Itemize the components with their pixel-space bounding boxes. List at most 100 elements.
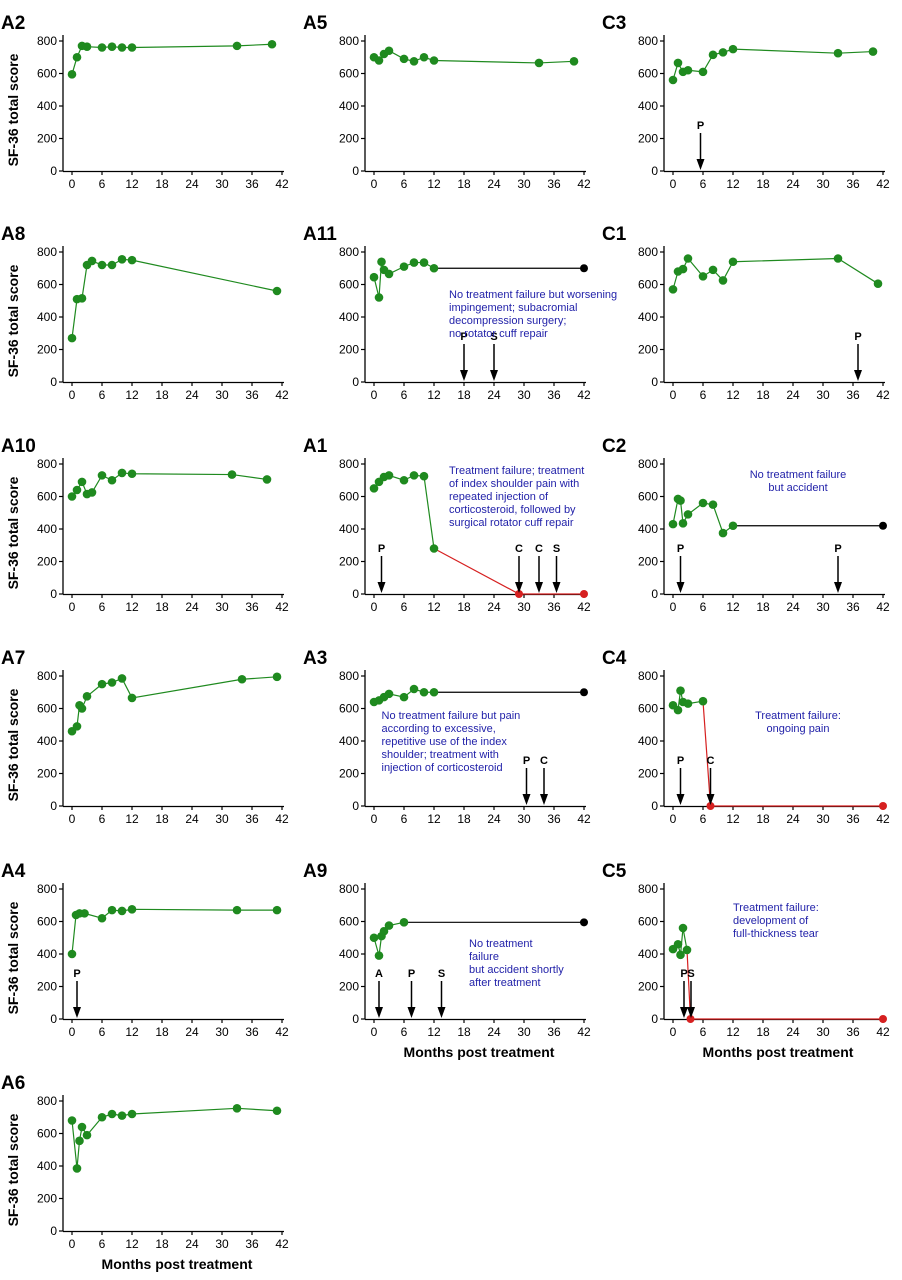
data-point: [77, 704, 87, 713]
event-arrow-head: [834, 582, 842, 593]
data-point: [673, 939, 683, 949]
y-tick-label: 200: [638, 767, 658, 781]
y-tick-label: 800: [339, 245, 359, 259]
tail-end-point: [879, 802, 887, 810]
data-point: [676, 496, 685, 505]
panel-label: C4: [602, 648, 627, 669]
event-arrow-head: [552, 582, 561, 593]
panel-a3: A3 0 200 400 600 800 0 6 12 18 24 30 36 42 P C No treatm…: [303, 648, 591, 826]
series-line: [373, 474, 435, 549]
x-tick-label: 6: [99, 1237, 106, 1251]
data-point: [72, 722, 82, 731]
y-tick-label: 200: [37, 1192, 57, 1206]
y-tick-label: 400: [638, 522, 658, 536]
data-point: [409, 258, 419, 267]
data-point: [683, 65, 693, 75]
data-point: [107, 905, 117, 915]
data-point: [97, 679, 107, 689]
data-point: [369, 933, 379, 943]
x-tick-label: 12: [726, 812, 740, 826]
x-tick-label: 0: [69, 177, 76, 191]
data-point: [384, 921, 394, 930]
y-tick-label: 200: [37, 555, 57, 569]
y-tick-label: 600: [638, 915, 658, 929]
x-tick-label: 42: [275, 812, 289, 826]
event-arrow-head: [540, 794, 548, 805]
x-tick-label: 18: [756, 600, 770, 614]
data-point: [232, 905, 242, 915]
data-point: [384, 689, 394, 699]
data-point: [272, 286, 282, 296]
data-point: [72, 52, 82, 62]
x-tick-label: 18: [155, 600, 169, 614]
y-tick-label: 0: [651, 164, 658, 178]
x-tick-label: 30: [517, 177, 531, 191]
x-tick-label: 24: [185, 1237, 199, 1251]
failure-point: [686, 1015, 695, 1023]
x-tick-label: 6: [99, 388, 106, 402]
panel-c4: C4 0 200 400 600 800 0 6 12 18 24 30 36 42 P C Treatment…: [602, 648, 890, 826]
data-point: [409, 471, 419, 480]
x-tick-label: 12: [726, 1025, 740, 1039]
x-tick-label: 0: [670, 1025, 677, 1039]
x-tick-label: 42: [577, 388, 591, 402]
x-tick-label: 36: [547, 600, 561, 614]
data-point: [82, 42, 92, 51]
y-tick-label: 200: [339, 555, 359, 569]
x-tick-label: 0: [670, 600, 677, 614]
panel-label: C5: [602, 861, 627, 882]
data-point: [369, 272, 379, 282]
data-point: [127, 693, 137, 703]
data-point: [833, 254, 843, 263]
panel-a5: A5 0 200 400 600 800 0 6 12 18 24 30 36 42: [303, 13, 591, 191]
x-tick-label: 0: [371, 812, 378, 826]
data-point: [682, 945, 692, 955]
data-point: [718, 276, 728, 285]
y-tick-label: 0: [651, 799, 658, 813]
data-point: [718, 528, 728, 538]
data-point: [374, 951, 384, 960]
panel-c2: C2 0 200 400 600 800 0 6 12 18 24 30 36 42 P P No treatm…: [602, 436, 890, 614]
y-tick-label: 200: [339, 980, 359, 994]
y-axis-title: SF-36 total score: [5, 476, 21, 589]
event-arrow-head: [490, 370, 498, 381]
data-point: [77, 1122, 87, 1132]
x-tick-label: 42: [275, 600, 289, 614]
data-point: [419, 52, 429, 62]
y-tick-label: 400: [339, 947, 359, 961]
data-point: [80, 909, 89, 918]
y-tick-label: 800: [638, 882, 658, 896]
x-tick-label: 30: [816, 177, 830, 191]
x-tick-label: 6: [401, 812, 408, 826]
data-point: [107, 42, 117, 51]
y-tick-label: 600: [638, 67, 658, 81]
data-point: [77, 477, 87, 487]
data-point: [384, 471, 394, 480]
y-tick-label: 800: [638, 34, 658, 48]
x-tick-label: 36: [245, 177, 259, 191]
panel-label: A10: [1, 436, 36, 457]
data-point: [82, 692, 92, 701]
y-tick-label: 0: [651, 587, 658, 601]
x-tick-label: 18: [155, 388, 169, 402]
y-tick-label: 400: [339, 522, 359, 536]
data-point: [82, 1130, 92, 1140]
data-point: [272, 905, 282, 915]
y-tick-label: 600: [339, 278, 359, 292]
x-tick-label: 12: [125, 812, 139, 826]
y-tick-label: 200: [638, 132, 658, 146]
annotation-line: No treatment failure but pain: [382, 710, 521, 722]
annotation-line: no rotator cuff repair: [449, 328, 548, 340]
data-point: [698, 272, 708, 281]
x-tick-label: 30: [215, 177, 229, 191]
x-tick-label: 12: [427, 177, 441, 191]
tail-end-point: [580, 918, 588, 927]
event-arrow-head: [375, 1007, 383, 1018]
data-point: [676, 950, 685, 960]
x-tick-label: 42: [275, 1237, 289, 1251]
y-tick-label: 600: [638, 278, 658, 292]
data-point: [676, 686, 685, 695]
x-tick-label: 42: [577, 600, 591, 614]
panel-label: A5: [303, 13, 328, 34]
x-tick-label: 6: [99, 1025, 106, 1039]
